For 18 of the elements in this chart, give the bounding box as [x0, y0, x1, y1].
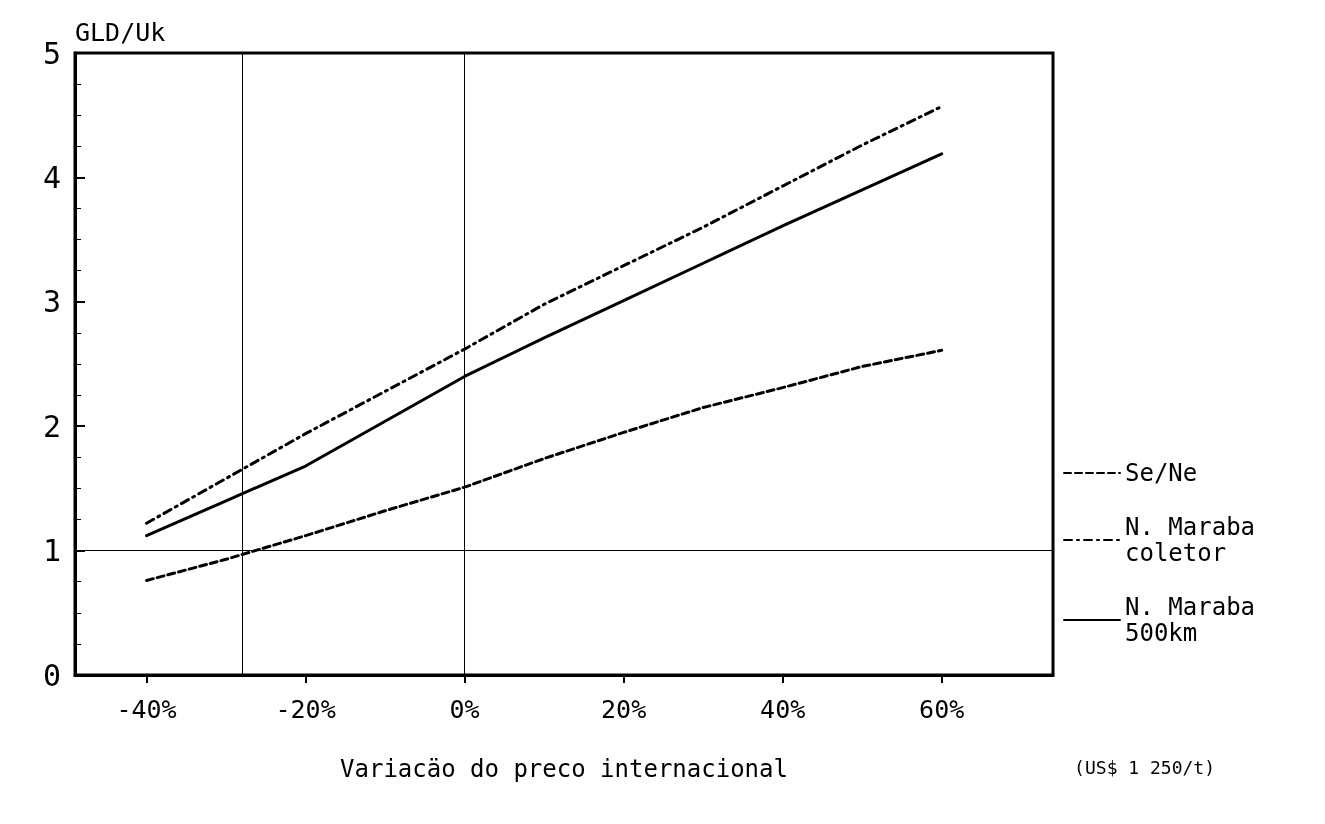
x-tick-label: -20%	[275, 695, 336, 724]
x-axis-title: Variacäo do preco internacional	[340, 755, 788, 783]
x-tick-label: 0%	[449, 695, 480, 724]
x-tick-label: 20%	[601, 695, 647, 724]
y-axis-title: GLD/Uk	[75, 18, 166, 47]
x-tick-label: -40%	[116, 695, 177, 724]
text: (US$ 1 250/t)	[1074, 756, 1216, 778]
legend-label: N. Maraba 500km	[1125, 593, 1270, 647]
legend-label: Se/Ne	[1125, 459, 1198, 487]
legend-label: N. Maraba coletor	[1125, 513, 1270, 567]
y-tick-label: 2	[42, 408, 61, 444]
y-tick-label: 3	[42, 284, 61, 320]
y-tick-label: 1	[42, 533, 61, 569]
y-tick-label: 4	[42, 159, 61, 195]
x-tick-label: 60%	[919, 695, 965, 724]
y-tick-label: 5	[42, 35, 61, 71]
y-tick-label: 0	[42, 657, 61, 693]
x-tick-label: 40%	[760, 695, 806, 724]
